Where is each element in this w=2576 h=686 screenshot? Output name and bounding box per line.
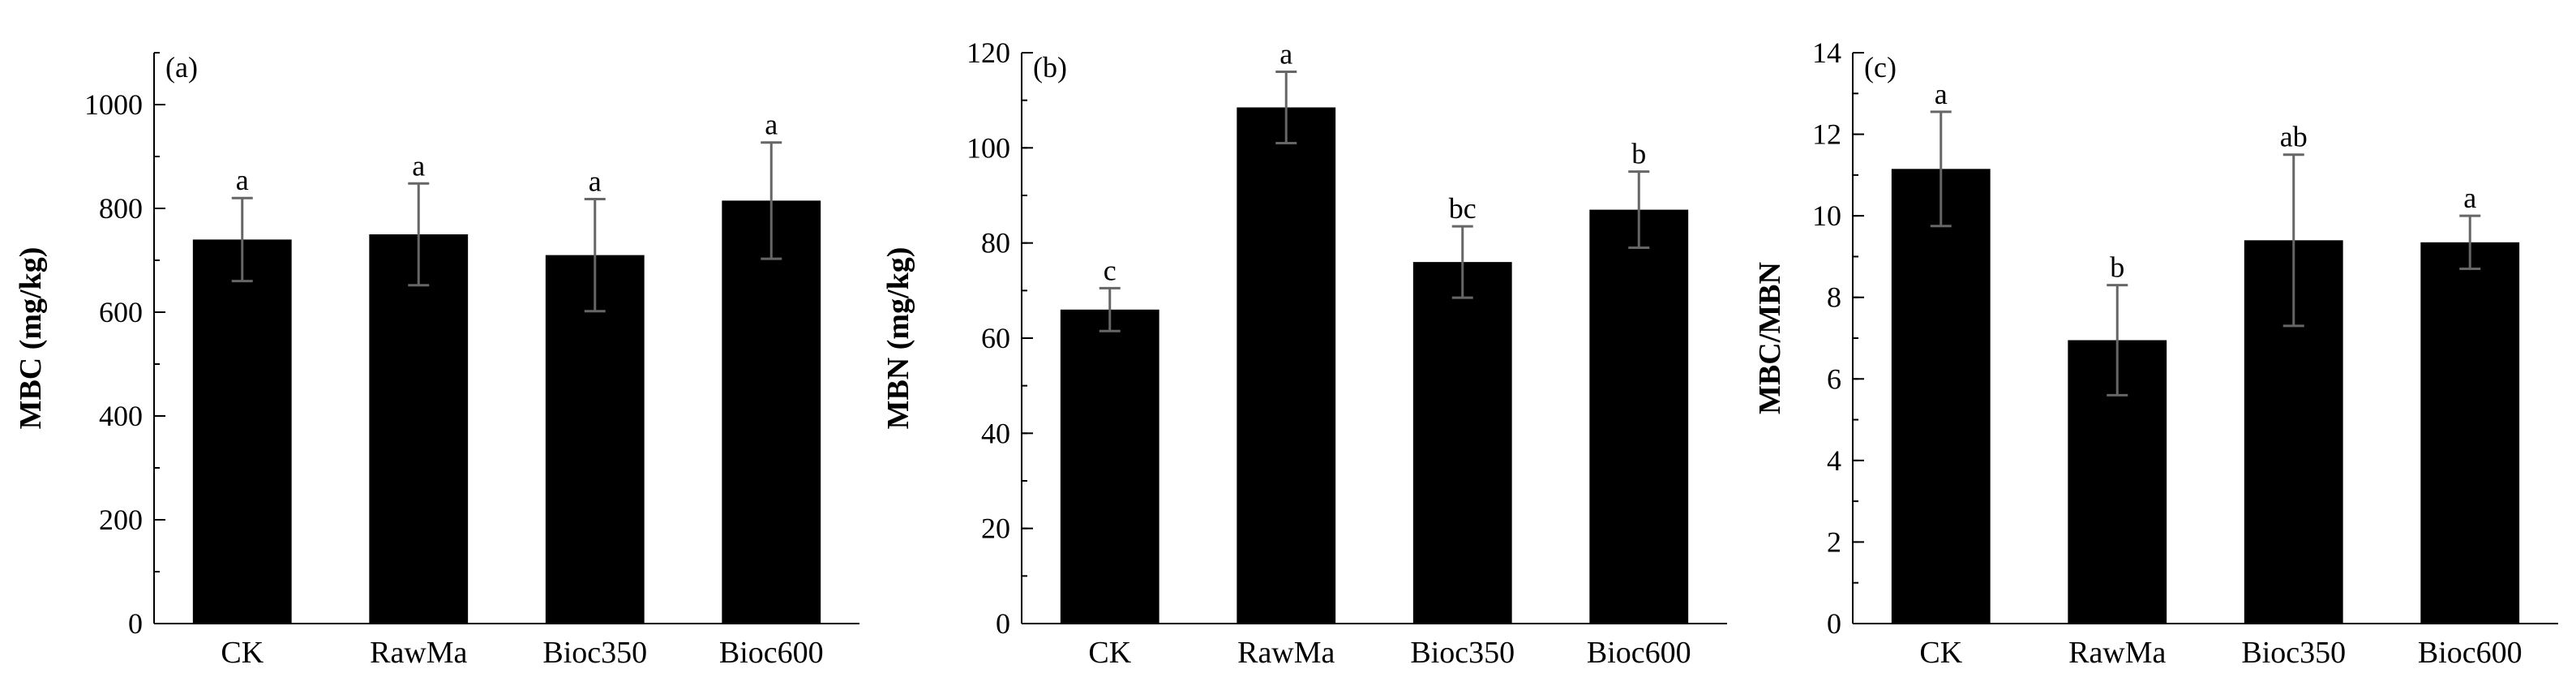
bar <box>369 234 469 624</box>
y-tick-label: 0 <box>128 607 143 640</box>
significance-label: a <box>589 165 602 197</box>
y-tick-label: 80 <box>981 227 1010 259</box>
significance-label: a <box>765 109 778 141</box>
bar <box>1060 309 1159 624</box>
y-tick-label: 12 <box>1812 118 1841 151</box>
y-tick-label: 100 <box>967 131 1010 164</box>
bar <box>2420 242 2520 624</box>
significance-label: a <box>2463 182 2476 214</box>
y-tick-label: 400 <box>99 400 143 432</box>
significance-label: c <box>1104 254 1117 286</box>
y-tick-label: 120 <box>967 36 1010 69</box>
x-tick-label: CK <box>221 636 264 670</box>
x-tick-label: Bioc600 <box>2418 636 2522 670</box>
y-tick-label: 600 <box>99 296 143 328</box>
bar <box>1891 169 1991 624</box>
y-tick-label: 1000 <box>84 88 143 121</box>
x-tick-label: Bioc350 <box>1410 636 1515 670</box>
significance-label: b <box>1631 138 1646 170</box>
significance-label: a <box>236 164 249 196</box>
panel-label: (c) <box>1864 51 1897 84</box>
y-axis-title: MBC/MBN <box>1753 262 1787 414</box>
y-axis-title: MBC (mg/kg) <box>14 247 48 430</box>
y-tick-label: 40 <box>981 417 1010 449</box>
y-tick-label: 10 <box>1812 199 1841 232</box>
significance-label: a <box>412 149 425 182</box>
y-tick-label: 200 <box>99 504 143 536</box>
significance-label: a <box>1279 37 1292 70</box>
panel-label: (a) <box>165 51 198 84</box>
y-axis-title: MBN (mg/kg) <box>881 247 915 430</box>
y-tick-label: 0 <box>996 607 1010 640</box>
x-tick-label: RawMa <box>370 636 467 670</box>
x-tick-label: CK <box>1088 636 1131 670</box>
significance-label: ab <box>2280 121 2308 153</box>
y-tick-label: 60 <box>981 322 1010 354</box>
y-tick-label: 800 <box>99 192 143 225</box>
significance-label: a <box>1935 78 1948 110</box>
y-tick-label: 4 <box>1827 444 1841 477</box>
y-tick-label: 0 <box>1827 607 1841 640</box>
significance-label: bc <box>1449 192 1477 225</box>
bar <box>1589 209 1689 624</box>
x-tick-label: Bioc600 <box>719 636 824 670</box>
bar <box>545 255 645 624</box>
x-tick-label: RawMa <box>1237 636 1335 670</box>
x-tick-label: Bioc350 <box>2241 636 2346 670</box>
y-tick-label: 2 <box>1827 525 1841 558</box>
y-tick-label: 8 <box>1827 281 1841 314</box>
chart-panel-b: 0 20 40 60 80 100 120 c CK a RawMa bc Bioc350 b Bioc60… <box>881 36 1727 670</box>
panel-label: (b) <box>1033 51 1067 84</box>
chart-panel-a: 0 200 400 600 800 1000 a CK a RawMa a Bioc350 a Bioc6… <box>14 51 859 670</box>
bar <box>1412 262 1512 624</box>
bar <box>722 200 821 624</box>
bar <box>192 239 292 624</box>
x-tick-label: RawMa <box>2068 636 2166 670</box>
y-tick-label: 6 <box>1827 362 1841 395</box>
x-tick-label: Bioc600 <box>1587 636 1691 670</box>
y-tick-label: 20 <box>981 512 1010 545</box>
bar <box>1237 107 1336 624</box>
significance-label: b <box>2110 251 2124 284</box>
x-tick-label: Bioc350 <box>542 636 647 670</box>
chart-panel-c: 0 2 4 6 8 10 12 14 a CK b RawMa ab Bioc350 a Bioc600 (c)… <box>1753 36 2558 670</box>
y-tick-label: 14 <box>1812 36 1841 69</box>
x-tick-label: CK <box>1919 636 1962 670</box>
